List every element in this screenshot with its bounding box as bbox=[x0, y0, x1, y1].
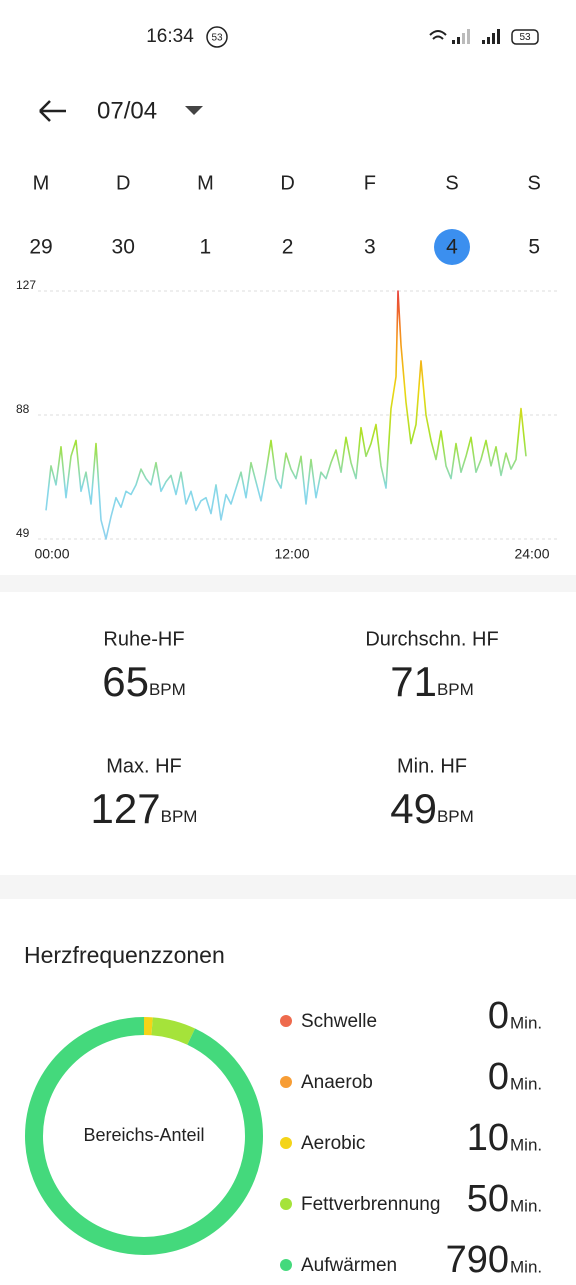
legend-dot bbox=[280, 1015, 292, 1027]
dropdown-arrow[interactable] bbox=[185, 106, 203, 115]
stat-value: 65BPM bbox=[102, 658, 186, 705]
day[interactable]: 29 bbox=[29, 236, 52, 259]
zone-value: 50 bbox=[467, 1178, 509, 1220]
zone-value: 790 bbox=[446, 1239, 509, 1280]
weekday: D bbox=[116, 172, 130, 194]
y-tick-label: 88 bbox=[16, 402, 30, 416]
legend-dot bbox=[280, 1076, 292, 1088]
stat-label: Min. HF bbox=[397, 755, 467, 777]
day[interactable]: 1 bbox=[200, 236, 212, 259]
x-tick-label: 00:00 bbox=[34, 546, 69, 562]
weekday: S bbox=[528, 172, 541, 194]
zone-value: 0 bbox=[488, 1056, 509, 1098]
zone-name: Aufwärmen bbox=[301, 1255, 397, 1276]
status-icons bbox=[429, 29, 539, 45]
day[interactable]: 2 bbox=[282, 236, 294, 259]
zone-unit: Min. bbox=[510, 1074, 542, 1093]
weekday: M bbox=[197, 172, 214, 194]
battery: 53 bbox=[519, 32, 531, 43]
badge: 53 bbox=[211, 33, 223, 44]
stat-unit: BPM bbox=[149, 680, 186, 699]
stat-label: Durchschn. HF bbox=[365, 628, 498, 650]
weekday: S bbox=[445, 172, 458, 194]
stat-value: 71BPM bbox=[390, 658, 474, 705]
section-title: Herzfrequenzzonen bbox=[24, 942, 225, 968]
donut-center-label: Bereichs-Anteil bbox=[83, 1125, 204, 1145]
weekday: D bbox=[280, 172, 294, 194]
zone-value: 0 bbox=[488, 995, 509, 1037]
stat-number: 65 bbox=[102, 658, 149, 705]
stat-label: Max. HF bbox=[106, 755, 182, 777]
date-selector[interactable]: 07/04 bbox=[97, 97, 157, 124]
badge-ring bbox=[206, 26, 228, 48]
back-button[interactable] bbox=[39, 100, 66, 122]
separator bbox=[0, 875, 576, 899]
x-tick-label: 24:00 bbox=[514, 546, 549, 562]
stat-number: 49 bbox=[390, 785, 437, 832]
stat-value: 49BPM bbox=[390, 785, 474, 832]
zone-unit: Min. bbox=[510, 1257, 542, 1276]
weekday: F bbox=[364, 172, 376, 194]
day[interactable]: 5 bbox=[528, 236, 540, 259]
stat-unit: BPM bbox=[437, 807, 474, 826]
day[interactable]: 4 bbox=[446, 236, 458, 259]
clock: 16:34 bbox=[146, 26, 194, 47]
legend-dot bbox=[280, 1137, 292, 1149]
heart-rate-line bbox=[45, 290, 527, 540]
zone-unit: Min. bbox=[510, 1196, 542, 1215]
legend-dot bbox=[280, 1198, 292, 1210]
day[interactable]: 3 bbox=[364, 236, 376, 259]
zone-name: Schwelle bbox=[301, 1011, 377, 1032]
legend-dot bbox=[280, 1259, 292, 1271]
stat-unit: BPM bbox=[437, 680, 474, 699]
stat-value: 127BPM bbox=[91, 785, 198, 832]
selected-day bbox=[434, 229, 470, 265]
zone-name: Anaerob bbox=[301, 1072, 373, 1093]
donut-segment bbox=[25, 1017, 263, 1255]
stat-unit: BPM bbox=[161, 807, 198, 826]
y-tick-label: 127 bbox=[16, 278, 36, 292]
zone-unit: Min. bbox=[510, 1135, 542, 1154]
day[interactable]: 30 bbox=[112, 236, 135, 259]
zone-name: Aerobic bbox=[301, 1133, 365, 1154]
zone-name: Fettverbrennung bbox=[301, 1194, 440, 1215]
stat-number: 71 bbox=[390, 658, 437, 705]
stat-label: Ruhe-HF bbox=[103, 628, 184, 650]
zone-value: 10 bbox=[467, 1117, 509, 1159]
stat-number: 127 bbox=[91, 785, 161, 832]
weekday: M bbox=[33, 172, 50, 194]
y-tick-label: 49 bbox=[16, 526, 30, 540]
zone-unit: Min. bbox=[510, 1013, 542, 1032]
separator bbox=[0, 575, 576, 592]
x-tick-label: 12:00 bbox=[274, 546, 309, 562]
